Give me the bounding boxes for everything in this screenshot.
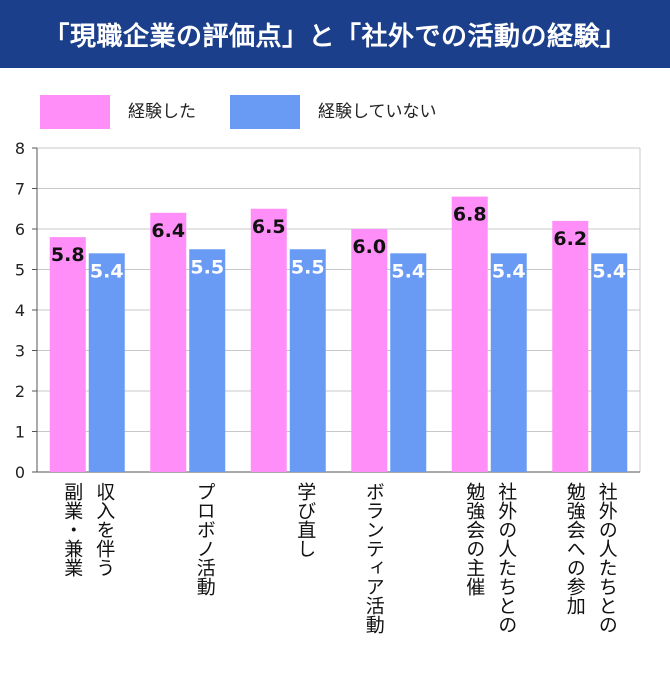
bar-experienced-1 — [150, 212, 187, 473]
axes: 0 1 2 3 4 5 6 7 8 — [15, 139, 640, 482]
category-label-1-1: プロボノ活動 — [193, 482, 216, 596]
bar-experienced-4 — [451, 196, 488, 472]
value-label-experienced-1: 6.4 — [151, 220, 185, 242]
bar-not-experienced-0 — [88, 253, 125, 472]
legend-swatch-not-experienced — [230, 95, 300, 129]
y-tick-label-4: 4 — [15, 301, 25, 320]
y-tick-label-1: 1 — [15, 423, 25, 442]
y-tick-label-8: 8 — [15, 139, 25, 158]
y-tick-label-6: 6 — [15, 220, 25, 239]
legend-label-not-experienced: 経験していない — [318, 102, 437, 122]
legend-label-experienced: 経験した — [128, 102, 196, 122]
category-label-5-1: 社外の人たちとの — [595, 482, 618, 634]
bar-not-experienced-5 — [591, 253, 628, 472]
bars — [49, 196, 628, 473]
value-label-experienced-0: 5.8 — [51, 244, 85, 266]
bar-not-experienced-4 — [490, 253, 527, 472]
chart-title: 「現職企業の評価点」と「社外での活動の経験」 — [43, 21, 627, 52]
value-label-not-experienced-2: 5.5 — [291, 256, 325, 278]
y-tick-label-7: 7 — [15, 180, 25, 199]
bar-not-experienced-1 — [189, 249, 226, 472]
bar-experienced-2 — [250, 208, 287, 472]
y-tick-label-2: 2 — [15, 382, 25, 401]
value-label-not-experienced-1: 5.5 — [190, 256, 224, 278]
value-label-not-experienced-4: 5.4 — [492, 260, 526, 282]
grid-lines — [37, 147, 641, 472]
value-label-experienced-3: 6.0 — [352, 236, 386, 258]
category-label-0-2: 副業・兼業 — [61, 482, 84, 577]
legend-swatch-experienced — [40, 95, 110, 129]
y-tick-label-3: 3 — [15, 342, 25, 361]
y-tick-label-0: 0 — [15, 463, 25, 482]
category-label-3-2: ボランティア活動 — [362, 482, 385, 634]
value-labels: 5.85.46.45.56.55.56.05.46.85.46.25.4 — [51, 204, 626, 283]
category-label-2-1: 学び直し — [294, 482, 317, 558]
bar-experienced-0 — [49, 237, 86, 472]
value-label-experienced-5: 6.2 — [553, 228, 587, 250]
bar-not-experienced-3 — [390, 253, 427, 472]
category-label-0-1: 収入を伴う — [93, 482, 116, 577]
bar-not-experienced-2 — [289, 249, 326, 472]
bar-experienced-5 — [552, 220, 589, 472]
category-label-4-2: 勉強会の主催 — [463, 482, 486, 596]
value-label-not-experienced-5: 5.4 — [592, 260, 626, 282]
category-label-5-2: 勉強会への参加 — [563, 482, 586, 615]
value-label-experienced-2: 6.5 — [252, 216, 286, 238]
legend: 経験した 経験していない — [0, 95, 670, 129]
value-label-experienced-4: 6.8 — [453, 204, 487, 226]
bar-experienced-3 — [351, 229, 388, 472]
category-label-4-1: 社外の人たちとの — [495, 482, 518, 634]
value-label-not-experienced-3: 5.4 — [391, 260, 425, 282]
title-banner: 「現職企業の評価点」と「社外での活動の経験」 — [0, 0, 670, 68]
y-tick-label-5: 5 — [15, 261, 25, 280]
value-label-not-experienced-0: 5.4 — [90, 260, 124, 282]
